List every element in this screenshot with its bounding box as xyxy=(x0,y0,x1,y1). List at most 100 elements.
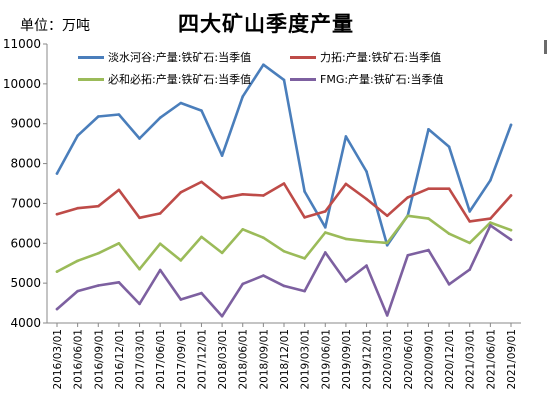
series-line-0 xyxy=(55,63,513,247)
data-point-s3-5 xyxy=(158,268,162,272)
data-point-s3-8 xyxy=(220,314,224,318)
window-edge xyxy=(540,0,550,413)
x-tick-label: 2021/06/01 xyxy=(485,329,497,390)
legend-swatch-rio-tinto xyxy=(290,55,316,59)
data-point-s0-2 xyxy=(96,115,100,118)
data-point-s3-0 xyxy=(55,307,59,311)
data-point-s1-13 xyxy=(323,210,327,213)
data-point-s0-3 xyxy=(117,113,121,116)
data-point-s3-4 xyxy=(138,302,141,306)
x-tick-label: 2016/09/01 xyxy=(93,329,105,390)
data-point-s1-5 xyxy=(158,212,162,215)
y-tick-label: 5000 xyxy=(10,276,41,290)
data-point-s0-5 xyxy=(158,116,162,120)
y-tick-label: 4000 xyxy=(10,316,41,330)
data-point-s1-11 xyxy=(282,182,286,185)
data-point-s1-2 xyxy=(96,204,100,208)
data-point-s2-15 xyxy=(365,239,368,243)
data-point-s1-14 xyxy=(344,182,348,186)
data-point-s2-13 xyxy=(323,231,327,234)
x-tick-label: 2019/09/01 xyxy=(341,329,353,390)
data-point-s2-16 xyxy=(385,241,389,245)
data-point-s0-0 xyxy=(55,172,59,175)
data-point-s2-6 xyxy=(179,259,183,262)
chart-title: 四大矿山季度产量 xyxy=(178,12,354,36)
x-tick-label: 2018/06/01 xyxy=(238,329,250,390)
data-point-s0-10 xyxy=(262,63,265,67)
x-tick-label: 2018/12/01 xyxy=(279,329,291,390)
data-point-s1-19 xyxy=(447,187,451,190)
legend-swatch-bhp xyxy=(78,77,104,81)
data-point-s2-18 xyxy=(427,217,430,220)
data-point-s1-6 xyxy=(179,190,183,194)
data-point-s1-21 xyxy=(489,217,492,220)
data-point-s3-18 xyxy=(427,248,430,252)
data-point-s1-1 xyxy=(76,206,79,210)
data-point-s3-6 xyxy=(179,298,183,301)
y-tick-label: 6000 xyxy=(10,236,41,250)
y-tick-label: 7000 xyxy=(10,196,41,210)
data-point-s0-11 xyxy=(282,78,286,82)
legend-label-fmg: FMG:产量:铁矿石:当季值 xyxy=(320,73,444,86)
unit-label: 单位：万吨 xyxy=(20,18,90,34)
data-point-s0-4 xyxy=(138,137,141,140)
series-line-2 xyxy=(55,214,513,273)
data-point-s3-1 xyxy=(76,289,79,293)
legend-item-vale: 淡水河谷:产量:铁矿石:当季值 xyxy=(78,49,251,65)
data-point-s3-15 xyxy=(365,264,368,267)
data-point-s0-9 xyxy=(241,95,245,98)
x-tick-label: 2017/09/01 xyxy=(176,329,188,390)
data-point-s1-16 xyxy=(385,214,389,218)
x-tick-label: 2021/09/01 xyxy=(506,329,518,390)
legend-item-bhp: 必和必拓:产量:铁矿石:当季值 xyxy=(78,71,251,87)
data-point-s3-19 xyxy=(447,283,451,286)
data-point-s0-8 xyxy=(220,154,224,157)
x-tick-label: 2020/03/01 xyxy=(382,329,394,390)
y-tick-label: 9000 xyxy=(10,117,41,131)
y-tick-label: 11000 xyxy=(3,37,41,51)
legend-label-bhp: 必和必拓:产量:铁矿石:当季值 xyxy=(108,73,252,86)
data-point-s3-21 xyxy=(489,224,492,227)
x-tick-label: 2019/03/01 xyxy=(300,329,312,390)
data-point-s1-9 xyxy=(241,192,245,196)
data-point-s3-17 xyxy=(406,253,410,257)
data-point-s3-16 xyxy=(385,314,389,317)
data-point-s1-0 xyxy=(55,212,59,216)
x-tick-label: 2018/09/01 xyxy=(258,329,270,390)
data-point-s0-6 xyxy=(179,101,183,105)
x-tick-label: 2016/03/01 xyxy=(52,329,64,390)
data-point-s0-15 xyxy=(365,170,368,173)
y-tick-label: 10000 xyxy=(3,77,41,91)
data-point-s2-0 xyxy=(55,270,59,273)
data-point-s3-2 xyxy=(96,284,100,287)
x-tick-label: 2020/09/01 xyxy=(423,329,435,390)
window-edge-marker xyxy=(544,40,547,54)
data-point-s0-1 xyxy=(76,134,79,137)
data-point-s3-14 xyxy=(344,280,348,283)
data-point-s2-10 xyxy=(262,236,265,240)
data-point-s0-14 xyxy=(344,135,348,138)
data-point-s2-7 xyxy=(200,235,203,239)
data-point-s0-16 xyxy=(385,243,389,247)
data-point-s0-7 xyxy=(200,109,203,112)
data-point-s2-12 xyxy=(303,257,306,260)
legend-swatch-fmg xyxy=(290,77,316,81)
data-point-s2-11 xyxy=(282,249,286,253)
data-point-s0-19 xyxy=(447,145,451,149)
x-tick-label: 2016/12/01 xyxy=(114,329,126,390)
x-tick-label: 2017/03/01 xyxy=(135,329,147,390)
data-point-s3-22 xyxy=(509,238,513,241)
data-point-s0-12 xyxy=(303,190,306,193)
data-point-s2-3 xyxy=(117,241,121,245)
data-point-s1-10 xyxy=(262,194,265,197)
data-point-s0-22 xyxy=(509,123,513,127)
legend-item-fmg: FMG:产量:铁矿石:当季值 xyxy=(290,71,443,87)
data-point-s3-3 xyxy=(117,281,121,284)
x-tick-label: 2020/06/01 xyxy=(403,329,415,390)
data-point-s3-11 xyxy=(282,284,286,288)
data-point-s1-7 xyxy=(200,180,203,184)
data-point-s2-9 xyxy=(241,228,245,231)
data-point-s2-22 xyxy=(509,228,513,232)
